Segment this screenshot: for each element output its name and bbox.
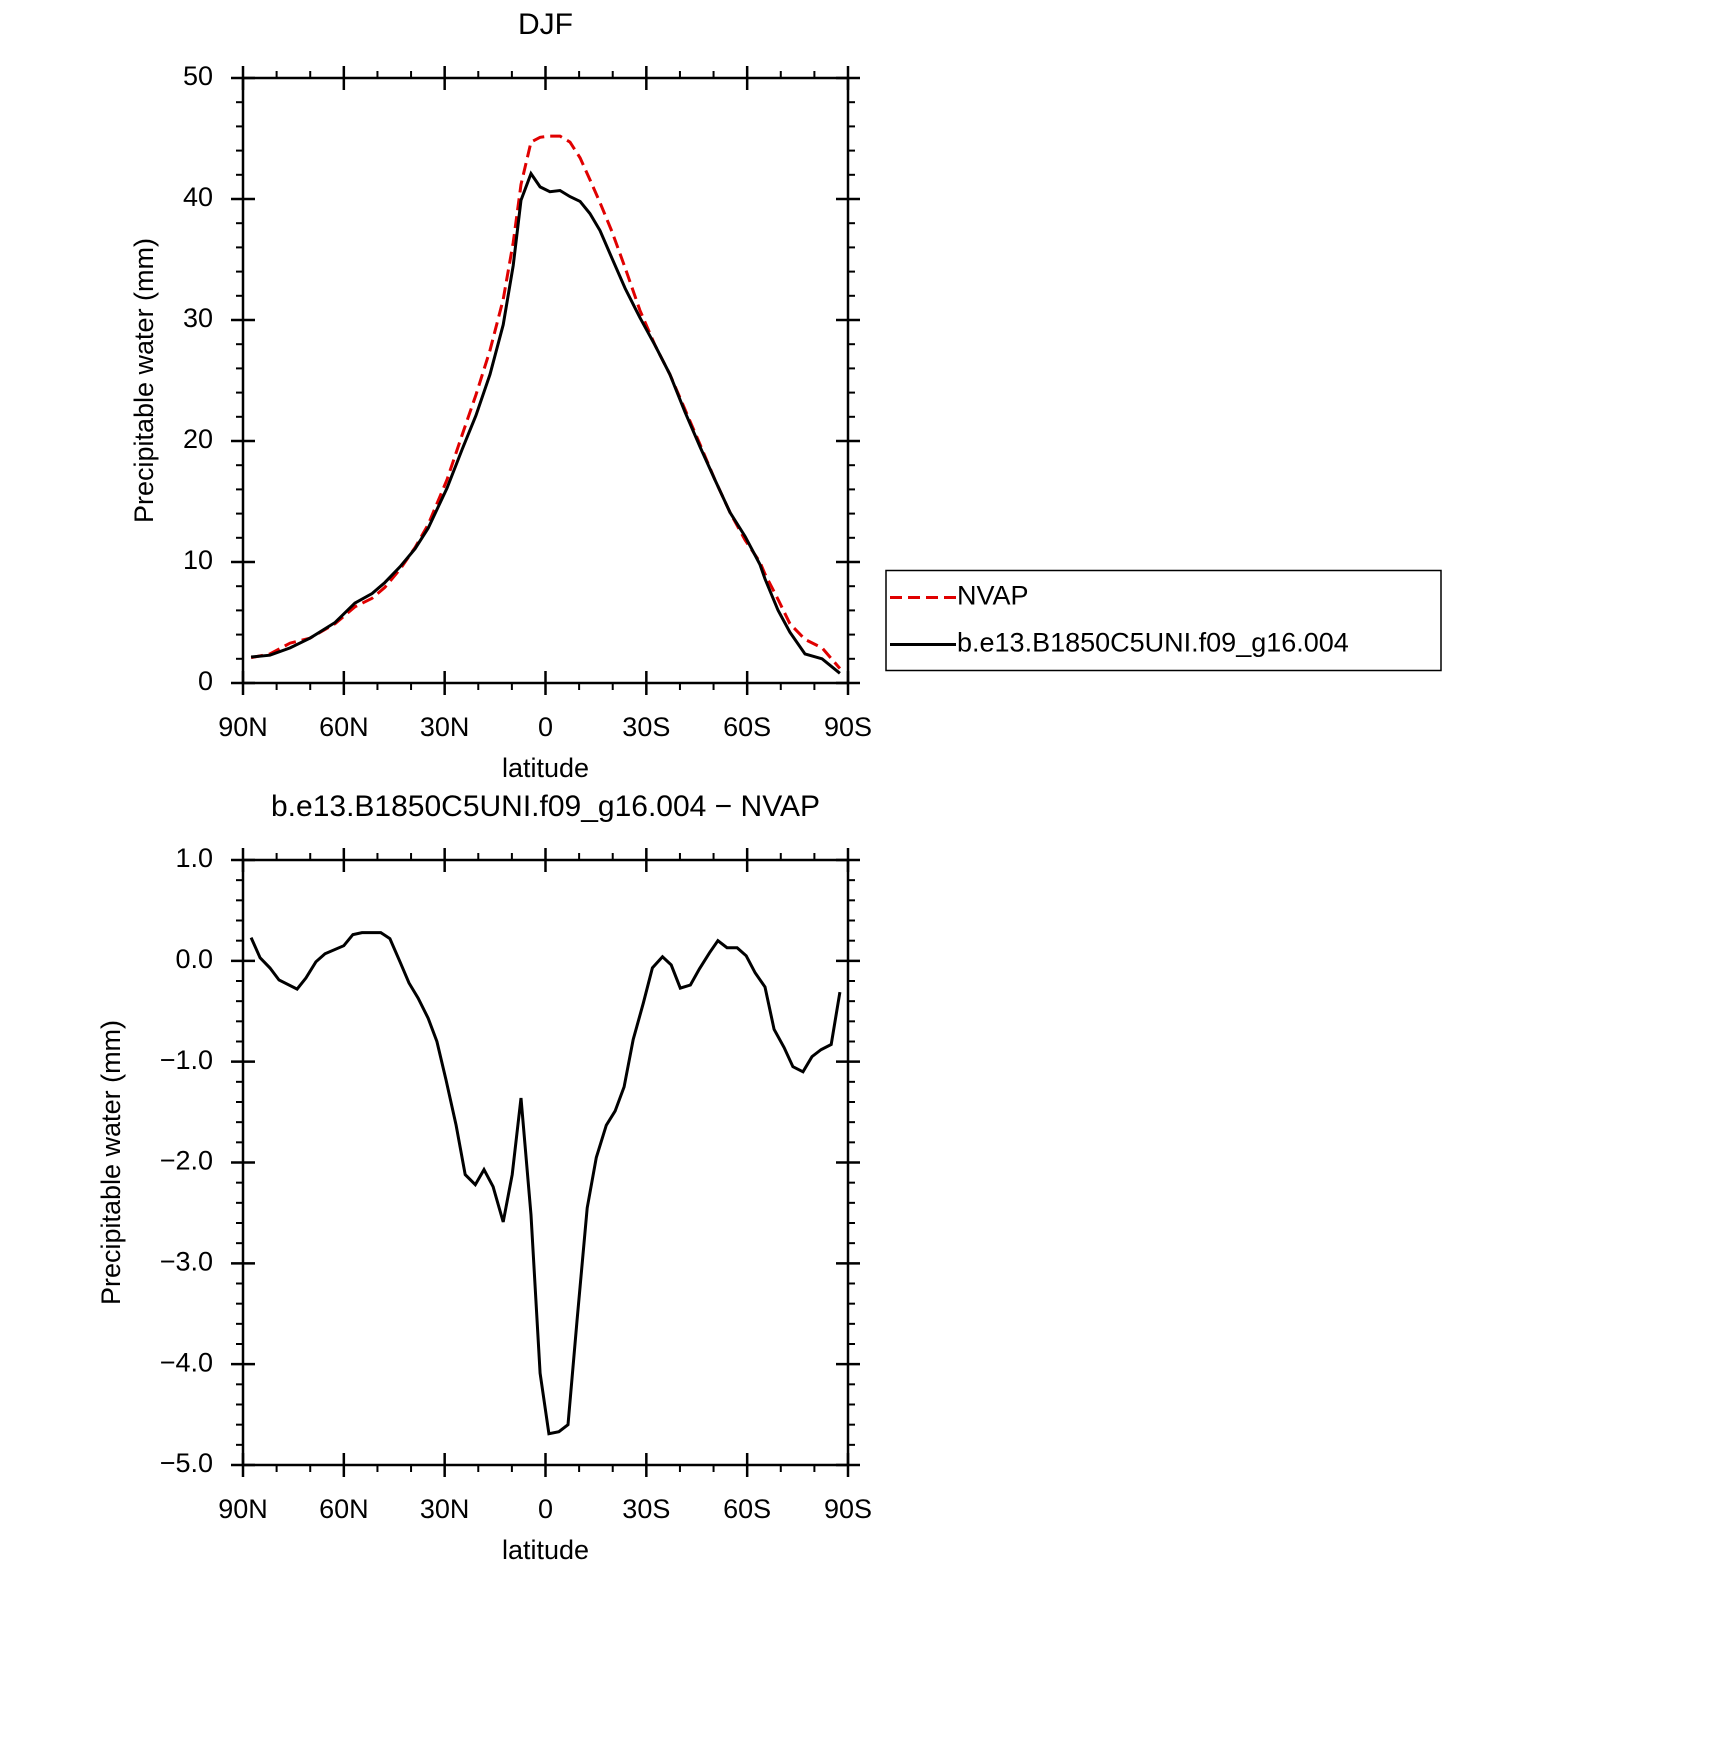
x-tick-label: 90S (824, 1494, 872, 1524)
y-tick-label: 1.0 (175, 843, 213, 873)
data-line (250, 134, 842, 670)
y-tick-label: −5.0 (160, 1448, 213, 1478)
y-tick-label: −3.0 (160, 1246, 213, 1276)
legend-box (885, 569, 1442, 672)
plot-frame (241, 76, 850, 685)
y-axis-label: Precipitable water (mm) (96, 1020, 126, 1305)
y-tick-label: 0.0 (175, 944, 213, 974)
x-tick-label: 30N (420, 1494, 470, 1524)
x-tick-label: 0 (538, 1494, 553, 1524)
x-axis-label: latitude (502, 1535, 589, 1565)
x-tick-label: 30S (622, 712, 670, 742)
x-tick-label: 90N (218, 1494, 268, 1524)
x-tick-label: 0 (538, 712, 553, 742)
data-line (249, 931, 842, 1436)
y-tick-label: 0 (198, 666, 213, 696)
x-tick-label: 30N (420, 712, 470, 742)
x-tick-label: 30S (622, 1494, 670, 1524)
y-tick-label: 30 (183, 303, 213, 333)
x-tick-label: 60N (319, 1494, 369, 1524)
y-tick-label: −2.0 (160, 1146, 213, 1176)
legend-label: NVAP (957, 581, 1029, 611)
x-tick-label: 60N (319, 712, 369, 742)
data-line (250, 170, 841, 675)
x-axis-label: latitude (502, 753, 589, 783)
x-tick-label: 60S (723, 1494, 771, 1524)
x-tick-label: 60S (723, 712, 771, 742)
chart-title: DJF (518, 8, 573, 41)
y-axis-label: Precipitable water (mm) (129, 238, 159, 523)
y-tick-label: −1.0 (160, 1045, 213, 1075)
x-tick-label: 90N (218, 712, 268, 742)
legend-label: b.e13.B1850C5UNI.f09_g16.004 (957, 628, 1349, 658)
y-tick-label: 10 (183, 545, 213, 575)
y-tick-label: 50 (183, 61, 213, 91)
x-tick-label: 90S (824, 712, 872, 742)
chart-title: b.e13.B1850C5UNI.f09_g16.004 − NVAP (271, 790, 820, 823)
y-tick-label: −4.0 (160, 1347, 213, 1377)
y-tick-label: 20 (183, 424, 213, 454)
y-tick-label: 40 (183, 182, 213, 212)
